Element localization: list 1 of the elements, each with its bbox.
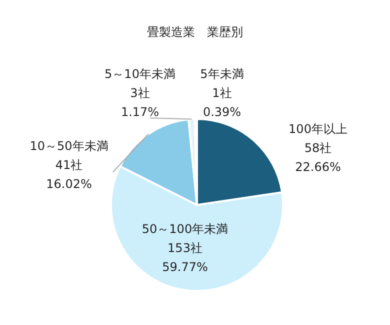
title: 畳製造業 業歴別	[147, 25, 243, 39]
